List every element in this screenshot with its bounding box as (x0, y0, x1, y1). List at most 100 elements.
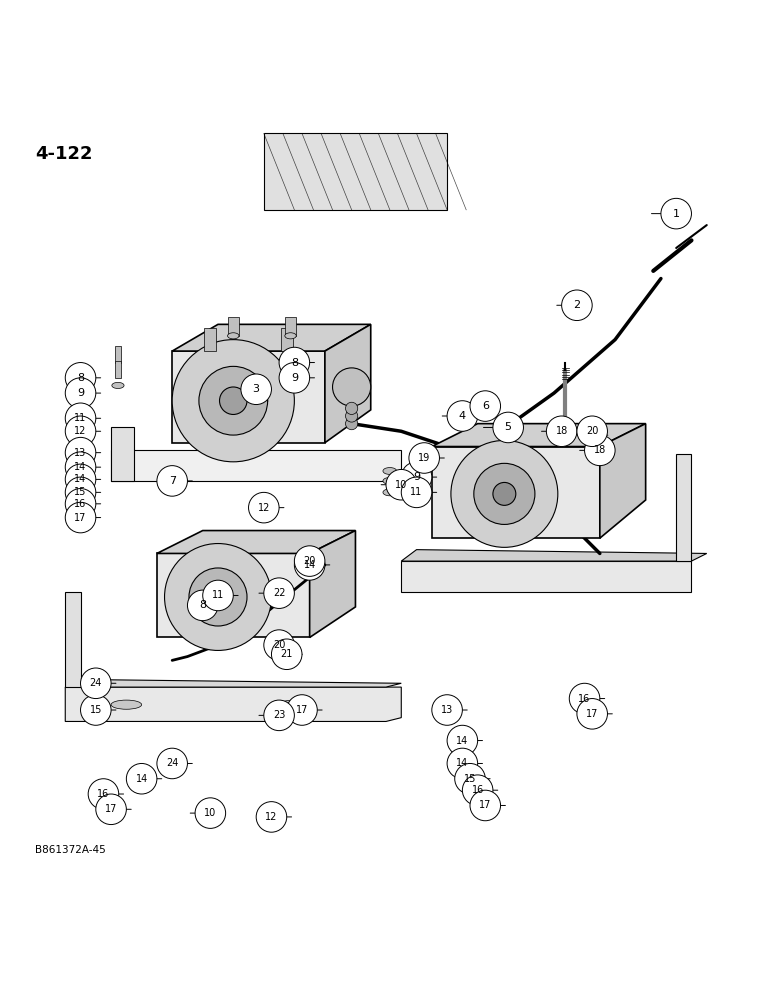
Circle shape (195, 798, 225, 828)
Circle shape (333, 368, 371, 406)
Circle shape (66, 416, 96, 447)
Text: 13: 13 (74, 448, 86, 458)
Bar (115, 346, 121, 363)
Text: 14: 14 (303, 560, 316, 570)
Circle shape (279, 347, 310, 378)
Text: 17: 17 (74, 513, 86, 523)
Text: 12: 12 (258, 503, 270, 513)
Circle shape (96, 794, 127, 825)
Text: 6: 6 (482, 401, 489, 411)
Circle shape (66, 363, 96, 393)
Text: 4-122: 4-122 (35, 145, 92, 163)
Ellipse shape (383, 489, 397, 496)
Circle shape (249, 492, 279, 523)
Text: 20: 20 (303, 556, 316, 566)
Circle shape (386, 469, 417, 500)
Text: 17: 17 (105, 804, 117, 814)
Circle shape (346, 402, 357, 414)
Circle shape (66, 452, 96, 482)
Circle shape (207, 586, 229, 608)
Text: 12: 12 (266, 812, 278, 822)
Text: 18: 18 (556, 426, 567, 436)
Polygon shape (66, 592, 80, 687)
Polygon shape (264, 133, 447, 210)
Ellipse shape (112, 382, 124, 389)
Text: 15: 15 (464, 774, 476, 784)
Circle shape (493, 412, 523, 443)
Circle shape (455, 763, 486, 794)
Bar (115, 361, 121, 378)
Circle shape (577, 416, 608, 447)
Circle shape (272, 639, 302, 670)
Circle shape (447, 401, 478, 431)
Text: 16: 16 (578, 694, 591, 704)
Ellipse shape (228, 333, 239, 339)
Circle shape (294, 546, 325, 576)
Polygon shape (401, 561, 692, 592)
Text: 12: 12 (74, 426, 86, 436)
Text: 18: 18 (594, 445, 606, 455)
Text: 17: 17 (586, 709, 598, 719)
Polygon shape (600, 424, 645, 538)
Bar (280, 328, 293, 351)
Circle shape (401, 462, 432, 492)
Text: 16: 16 (74, 499, 86, 509)
Circle shape (409, 443, 439, 473)
FancyBboxPatch shape (111, 450, 401, 481)
Ellipse shape (285, 333, 296, 339)
Polygon shape (172, 324, 371, 351)
Text: 14: 14 (74, 462, 86, 472)
Circle shape (547, 416, 577, 447)
Circle shape (241, 374, 272, 405)
Polygon shape (310, 531, 355, 637)
Text: 1: 1 (672, 209, 679, 219)
Circle shape (279, 363, 310, 393)
Text: 24: 24 (90, 678, 102, 688)
Circle shape (127, 763, 157, 794)
Text: 17: 17 (296, 705, 308, 715)
Text: 4: 4 (459, 411, 466, 421)
Circle shape (286, 695, 317, 725)
Text: 14: 14 (74, 474, 86, 484)
Circle shape (661, 198, 692, 229)
Circle shape (66, 437, 96, 468)
Bar (285, 317, 296, 336)
Text: 16: 16 (97, 789, 110, 799)
Circle shape (66, 464, 96, 495)
Circle shape (346, 418, 357, 430)
Text: 20: 20 (273, 640, 286, 650)
Text: 2: 2 (574, 300, 581, 310)
Circle shape (256, 802, 286, 832)
Text: B861372A-45: B861372A-45 (35, 845, 106, 855)
Polygon shape (676, 454, 692, 561)
Text: 9: 9 (291, 373, 298, 383)
Ellipse shape (279, 700, 310, 709)
Text: 24: 24 (166, 758, 178, 768)
Ellipse shape (383, 477, 397, 484)
Circle shape (432, 695, 462, 725)
Circle shape (470, 391, 500, 421)
Polygon shape (325, 324, 371, 443)
Circle shape (66, 489, 96, 519)
Polygon shape (432, 447, 600, 538)
Circle shape (447, 748, 478, 779)
Text: 9: 9 (413, 472, 420, 482)
Circle shape (199, 366, 268, 435)
Text: 3: 3 (252, 384, 259, 394)
Circle shape (294, 550, 325, 580)
Circle shape (80, 695, 111, 725)
Text: 14: 14 (136, 774, 147, 784)
Polygon shape (172, 351, 325, 443)
Polygon shape (432, 424, 645, 447)
Circle shape (172, 340, 294, 462)
Circle shape (157, 466, 188, 496)
Text: 17: 17 (479, 800, 492, 810)
Text: 8: 8 (77, 373, 84, 383)
Circle shape (203, 580, 233, 611)
Text: 14: 14 (456, 758, 469, 768)
Ellipse shape (111, 700, 141, 709)
Polygon shape (157, 531, 355, 553)
Text: 10: 10 (205, 808, 216, 818)
Text: 15: 15 (74, 487, 86, 497)
Circle shape (66, 378, 96, 408)
